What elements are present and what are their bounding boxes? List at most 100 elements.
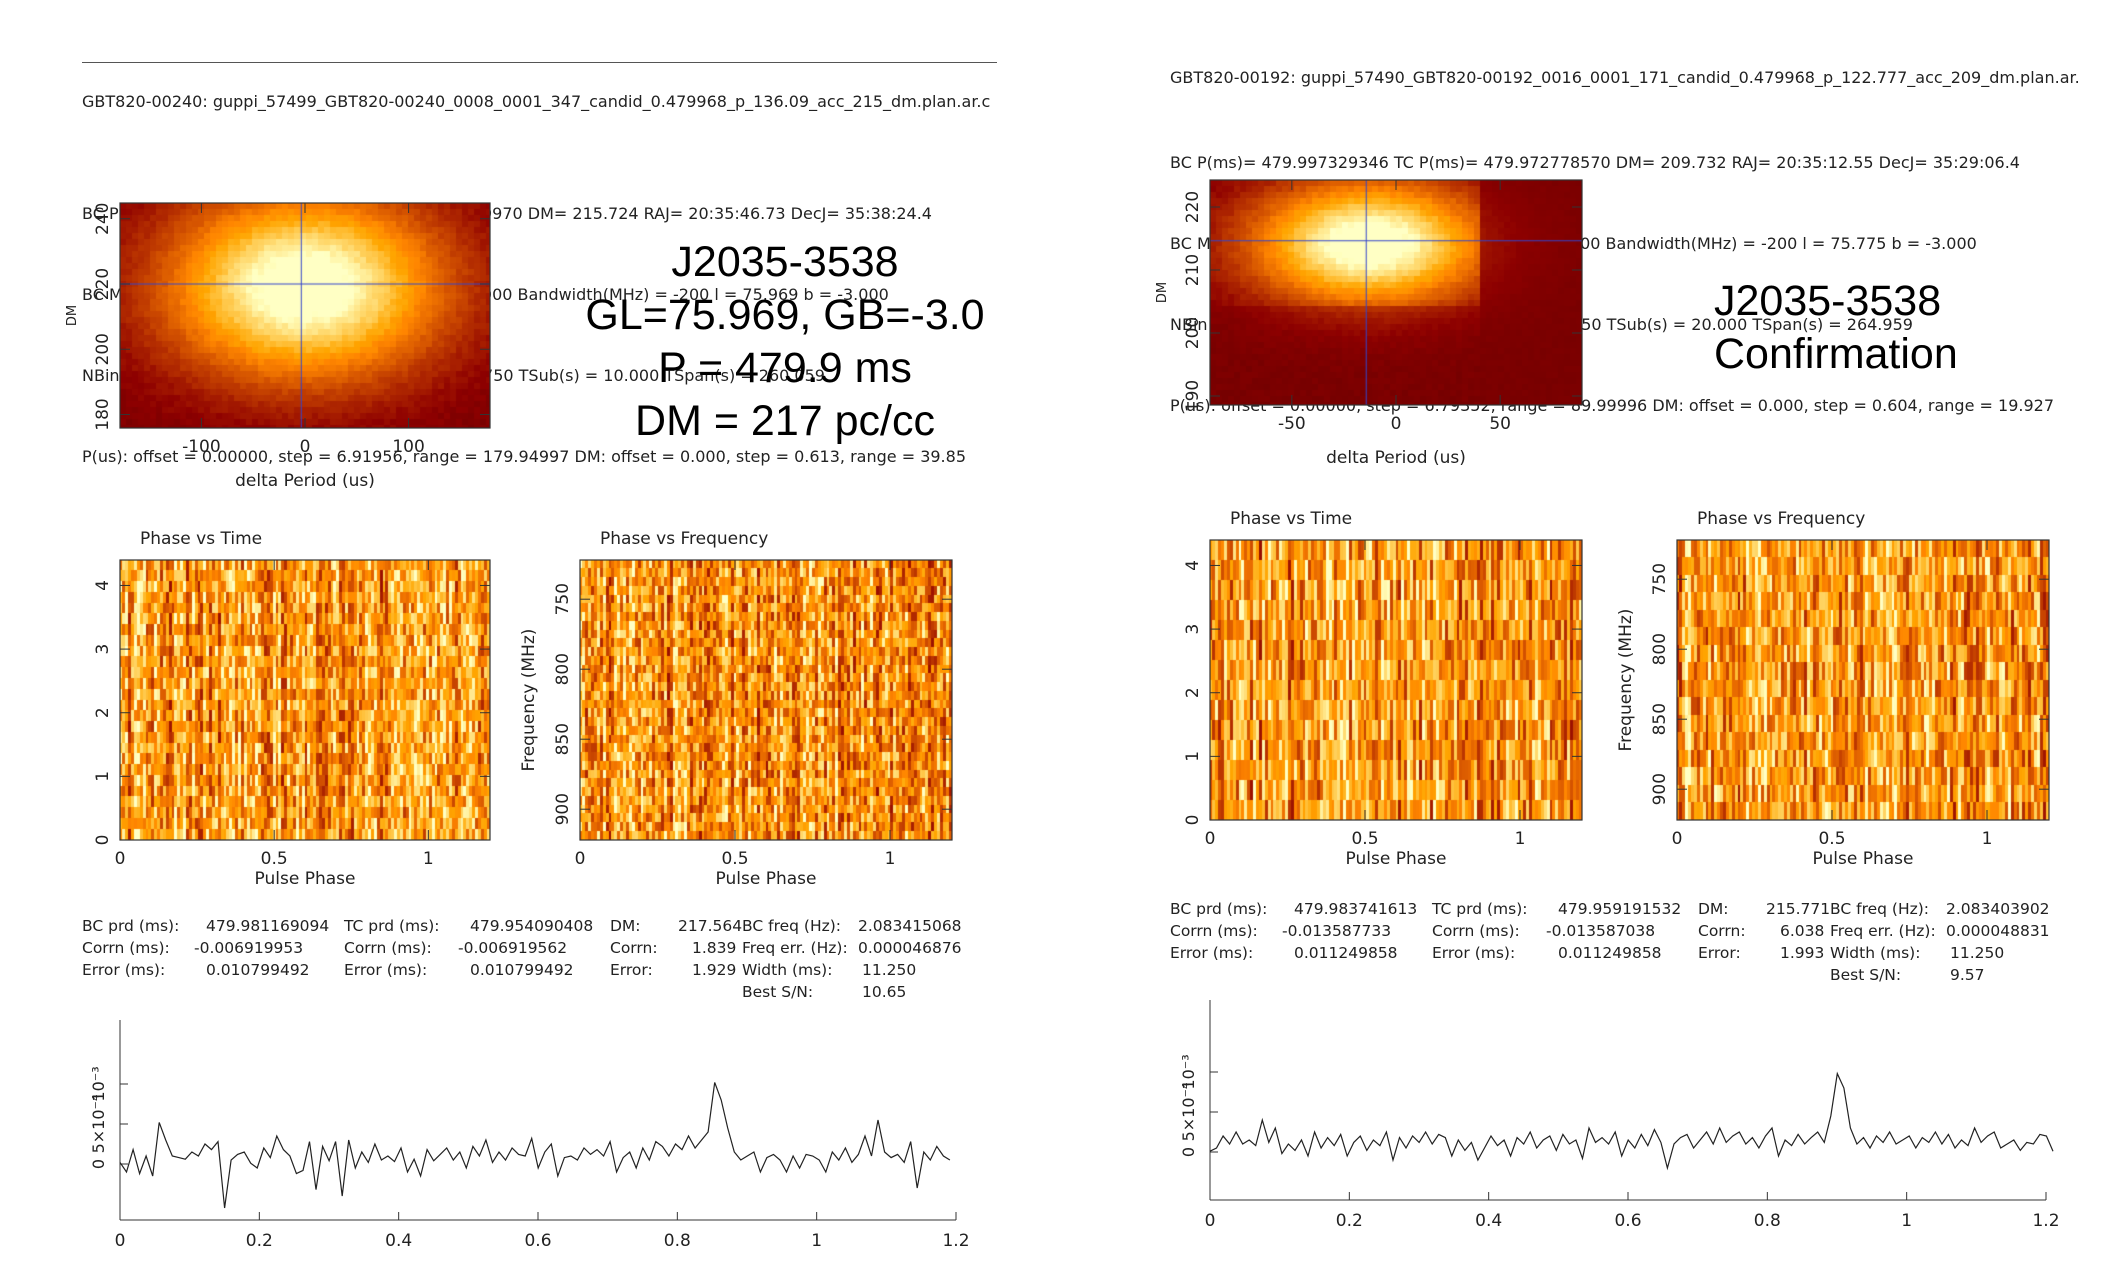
left-dm-xtick-label: 0 (300, 437, 311, 457)
right-stats-label-error-ms: Error (ms): (1170, 944, 1254, 962)
right-stats-label-freq-err: Freq err. (Hz): (1830, 922, 1936, 940)
right-stats-label-dm-error: Error: (1698, 944, 1741, 962)
left-prof-xtick-label: 0 (115, 1231, 126, 1251)
right-pvf-frame (1676, 539, 2050, 821)
right-pvt-xlabel: Pulse Phase (1346, 849, 1447, 869)
right-stats-dm-corrn: 6.038 (1780, 922, 1825, 940)
right-annotation-note: Confirmation (1714, 330, 1958, 378)
right-stats-width: 11.250 (1950, 944, 2005, 962)
left-stats-label-tc-prd: TC prd (ms): (344, 917, 440, 935)
left-annotation: J2035-3538 GL=75.969, GB=-3.0 P = 479.9 … (560, 236, 1010, 448)
left-stats-label-dm-corrn: Corrn: (610, 939, 658, 957)
right-header-line-1: GBT820-00192: guppi_57490_GBT820-00192_0… (1170, 68, 2080, 87)
right-stats-label-bc-freq: BC freq (Hz): (1830, 900, 1930, 918)
left-stats-label-freq-err: Freq err. (Hz): (742, 939, 848, 957)
left-annotation-dm: DM = 217 pc/cc (635, 397, 935, 445)
left-pvf-xtick-label: 0.5 (721, 849, 748, 869)
left-dm-ylabel: DM (65, 305, 80, 326)
right-pvt-ytick-label: 4 (1183, 560, 1203, 571)
right-pvt-title: Phase vs Time (1230, 509, 1352, 529)
left-pvt-xtick-label: 0 (115, 849, 126, 869)
right-stats-label-dm-corrn: Corrn: (1698, 922, 1746, 940)
right-stats-error: 0.011249858 (1294, 944, 1398, 962)
right-pvf-ylabel: Frequency (MHz) (1616, 609, 1636, 752)
right-pvf-xtick-label: 0.5 (1818, 829, 1845, 849)
right-pvt-xtick-label: 1 (1515, 829, 1526, 849)
right-stats-tc-corrn: -0.013587038 (1546, 922, 1656, 940)
left-pvt-ytick-label: 2 (93, 707, 113, 718)
left-prof-xtick-label: 0.6 (524, 1231, 551, 1251)
right-prof-xtick-label: 0.8 (1754, 1211, 1781, 1231)
right-stats-bc-freq: 2.083403902 (1946, 900, 2050, 918)
left-pvf-frame (579, 559, 953, 841)
right-dm-ytick-label: 200 (1183, 317, 1203, 349)
left-dm-frame (119, 202, 491, 429)
left-stats-label-tc-error: Error (ms): (344, 961, 428, 979)
right-prof-xtick-label: 1.2 (2032, 1211, 2059, 1231)
left-stats-tc-prd: 479.954090408 (470, 917, 594, 935)
left-phase-vs-time-heatmap (120, 560, 490, 840)
right-stats-label-tc-corrn: Corrn (ms): (1432, 922, 1520, 940)
left-dm-ytick-label: 200 (93, 333, 113, 365)
right-stats-label-dm: DM: (1698, 900, 1729, 918)
right-pvt-frame (1209, 539, 1583, 821)
left-stats-label-dm-error: Error: (610, 961, 653, 979)
left-pvf-ytick-label: 800 (553, 653, 573, 685)
right-dm-ytick-label: 190 (1183, 380, 1203, 412)
left-prof-xtick-label: 0.2 (246, 1231, 273, 1251)
right-dm-frame (1209, 179, 1583, 406)
right-stats-label-tc-error: Error (ms): (1432, 944, 1516, 962)
right-pvt-xtick-label: 0 (1205, 829, 1216, 849)
left-pvf-ytick-label: 900 (553, 793, 573, 825)
right-pvt-xtick-label: 0.5 (1351, 829, 1378, 849)
left-pvf-title: Phase vs Frequency (600, 529, 768, 549)
right-stats-tc-prd: 479.959191532 (1558, 900, 1682, 918)
left-stats-width: 11.250 (862, 961, 917, 979)
left-stats-label-corrn-ms: Corrn (ms): (82, 939, 170, 957)
right-prof-ytick-label: 5×10⁻⁴ (1179, 1083, 1198, 1142)
left-header-line-1: GBT820-00240: guppi_57499_GBT820-00240_0… (82, 92, 991, 111)
left-header-line-5: P(us): offset = 0.00000, step = 6.91956,… (82, 447, 966, 466)
left-annotation-period: P = 479.9 ms (658, 344, 912, 392)
left-stats-label-error-ms: Error (ms): (82, 961, 166, 979)
left-prof-xtick-label: 0.4 (385, 1231, 412, 1251)
left-dm-xtick-label: 100 (392, 437, 424, 457)
right-stats-label-best-sn: Best S/N: (1830, 966, 1902, 984)
right-pvf-ytick-label: 800 (1650, 633, 1670, 665)
right-stats-dm: 215.771 (1766, 900, 1831, 918)
left-prof-profile-line (119, 1082, 951, 1209)
right-stats-label-tc-prd: TC prd (ms): (1432, 900, 1528, 918)
right-prof-xtick-label: 0 (1205, 1211, 1216, 1231)
left-pvf-xtick-label: 0 (575, 849, 586, 869)
right-pvf-title: Phase vs Frequency (1697, 509, 1865, 529)
right-dm-xtick-label: 50 (1489, 414, 1511, 434)
left-pvt-xlabel: Pulse Phase (255, 869, 356, 889)
right-pvf-ytick-label: 750 (1650, 563, 1670, 595)
right-pvf-ytick-label: 900 (1650, 773, 1670, 805)
right-stats-label-width: Width (ms): (1830, 944, 1921, 962)
right-pvt-ytick-label: 3 (1183, 624, 1203, 635)
left-pvt-ytick-label: 1 (93, 771, 113, 782)
right-dm-xtick-label: 0 (1391, 414, 1402, 434)
left-prof-ytick-label: 0 (89, 1159, 108, 1169)
right-prof-ytick-label: 10⁻³ (1179, 1054, 1198, 1089)
left-dm-ytick-label: 240 (93, 203, 113, 235)
right-phase-vs-time-heatmap (1210, 540, 1582, 820)
left-stats-dm-corrn: 1.839 (692, 939, 737, 957)
left-pvt-title: Phase vs Time (140, 529, 262, 549)
right-dm-xtick-label: -50 (1278, 414, 1306, 434)
left-candidate-panel: GBT820-00240: guppi_57499_GBT820-00240_0… (65, 62, 1010, 1251)
right-stats-best-sn: 9.57 (1950, 966, 1985, 984)
right-stats-freq-err: 0.000048831 (1946, 922, 2050, 940)
left-prof-ytick-label: 5×10⁻⁴ (89, 1095, 108, 1154)
right-pvt-ytick-label: 0 (1183, 815, 1203, 826)
left-stats-label-width: Width (ms): (742, 961, 833, 979)
right-stats-label-bc-prd: BC prd (ms): (1170, 900, 1268, 918)
right-stats-bc-prd: 479.983741613 (1294, 900, 1418, 918)
right-pvt-ytick-label: 2 (1183, 687, 1203, 698)
left-stats-corrn: -0.006919953 (194, 939, 304, 957)
left-stats-label-bc-freq: BC freq (Hz): (742, 917, 842, 935)
left-dm-xtick-label: -100 (182, 437, 221, 457)
